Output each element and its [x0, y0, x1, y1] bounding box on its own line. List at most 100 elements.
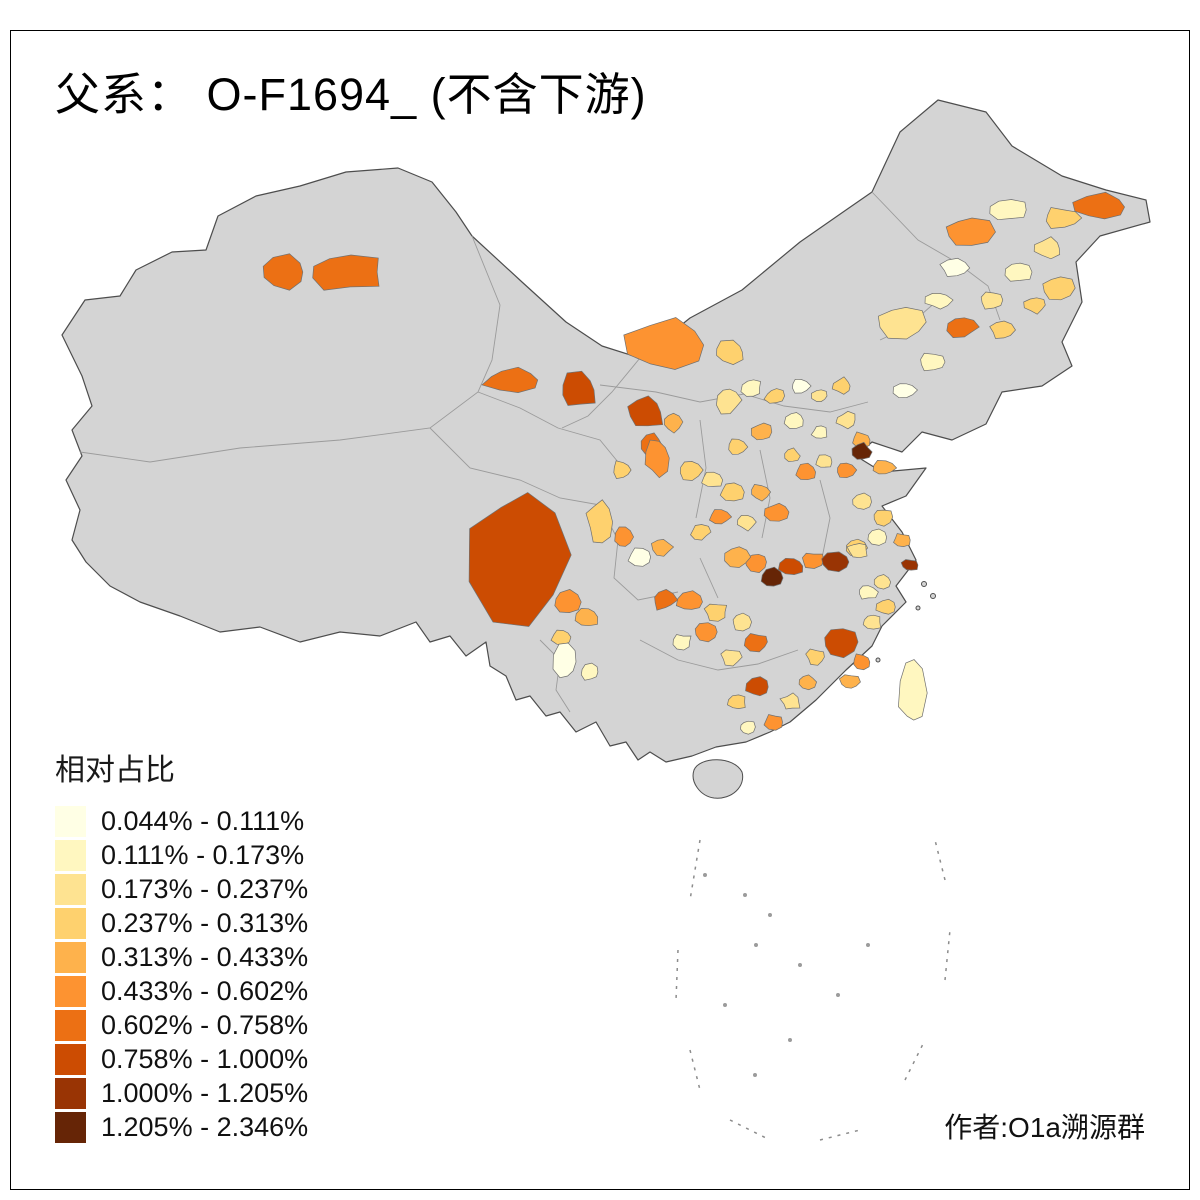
legend-swatch	[55, 1044, 86, 1075]
prefecture-region	[740, 720, 756, 735]
prefecture-regions	[262, 191, 1126, 735]
prefecture-region	[613, 460, 632, 479]
prefecture-region	[989, 320, 1016, 339]
south-china-sea-islands	[675, 839, 951, 1141]
prefecture-region	[720, 649, 743, 667]
prefecture-region	[745, 676, 769, 697]
legend-swatch	[55, 942, 86, 973]
prefecture-region	[873, 509, 894, 527]
prefecture-region	[703, 603, 728, 622]
legend-row: 0.758% - 1.000%	[55, 1043, 308, 1076]
prefecture-region	[945, 217, 996, 246]
prefecture-region	[898, 659, 928, 721]
prefecture-region	[783, 412, 804, 429]
prefecture-region	[716, 388, 743, 415]
prefecture-region	[779, 692, 801, 710]
prefecture-region	[873, 574, 892, 590]
legend-swatch	[55, 840, 86, 871]
coastal-islet	[875, 657, 881, 663]
map-title: 父系： O-F1694_ (不含下游)	[55, 69, 647, 120]
legend-swatch	[55, 1010, 86, 1041]
prefecture-region	[679, 461, 704, 481]
prefecture-region	[846, 543, 868, 559]
prefecture-region	[262, 253, 304, 291]
prefecture-region	[750, 422, 773, 441]
prefecture-region	[821, 551, 850, 573]
prefecture-region	[872, 460, 898, 475]
prefecture-region	[892, 383, 919, 399]
prefecture-region	[627, 395, 664, 427]
prefecture-region	[815, 454, 833, 468]
prefecture-region	[701, 471, 724, 487]
prefecture-region	[946, 317, 980, 338]
prefecture-region	[1042, 276, 1076, 301]
prefecture-region	[623, 317, 705, 370]
legend-row: 0.237% - 0.313%	[55, 907, 308, 940]
prefecture-region	[732, 612, 752, 632]
prefecture-region	[862, 614, 881, 630]
prefecture-region	[481, 366, 539, 393]
prefecture-region	[574, 608, 599, 627]
prefecture-region	[859, 585, 879, 600]
prefecture-region	[893, 533, 911, 547]
prefecture-region	[1023, 297, 1046, 315]
prefecture-region	[580, 662, 599, 681]
prefecture-region	[784, 447, 801, 462]
prefecture-region	[805, 648, 825, 666]
prefecture-region	[802, 552, 825, 569]
prefecture-region	[810, 425, 828, 439]
legend-label: 0.111% - 0.173%	[101, 840, 305, 870]
prefecture-region	[690, 524, 712, 541]
prefecture-region	[644, 439, 670, 479]
prefecture-region	[719, 482, 745, 502]
legend-label: 0.433% - 0.602%	[101, 976, 309, 1006]
prefecture-region	[708, 509, 733, 525]
legend-rows: 0.044% - 0.111% 0.111% - 0.173% 0.173% - 0…	[55, 805, 308, 1144]
prefecture-region	[853, 653, 871, 671]
legend-label: 0.602% - 0.758%	[101, 1010, 309, 1040]
legend-swatch	[55, 806, 86, 837]
prefecture-region	[716, 339, 744, 365]
prefecture-region	[552, 642, 577, 679]
prefecture-region	[900, 559, 919, 571]
prefecture-region	[740, 379, 761, 397]
legend-label: 0.173% - 0.237%	[101, 874, 309, 904]
legend-title: 相对占比	[55, 754, 175, 787]
prefecture-region	[728, 438, 749, 455]
prefecture-region	[989, 199, 1027, 221]
prefecture-region	[627, 547, 651, 567]
prefecture-region	[798, 674, 818, 691]
legend-label: 0.044% - 0.111%	[101, 806, 305, 836]
prefecture-region	[851, 441, 873, 460]
legend-row: 1.205% - 2.346%	[55, 1111, 308, 1144]
prefecture-region	[726, 694, 746, 709]
prefecture-region	[837, 462, 858, 479]
prefecture-region	[795, 462, 816, 481]
legend-row: 0.602% - 0.758%	[55, 1009, 308, 1042]
prefecture-region	[835, 410, 856, 430]
legend-label: 0.758% - 1.000%	[101, 1044, 309, 1074]
prefecture-region	[672, 634, 692, 651]
prefecture-region	[675, 590, 703, 610]
prefecture-region	[585, 499, 613, 544]
prefecture-region	[763, 502, 790, 522]
province-borders	[79, 191, 1001, 713]
prefecture-region	[763, 714, 783, 731]
legend-swatch	[55, 976, 86, 1007]
prefecture-region	[924, 293, 954, 310]
prefecture-region	[778, 557, 804, 575]
coastal-islet	[915, 605, 921, 611]
prefecture-region	[468, 492, 572, 627]
prefecture-region	[1004, 262, 1033, 282]
legend-row: 0.044% - 0.111%	[55, 805, 308, 838]
mainland-outline	[61, 99, 1151, 763]
legend-label: 0.313% - 0.433%	[101, 942, 309, 972]
prefecture-region	[980, 291, 1004, 310]
prefecture-region	[1045, 207, 1083, 229]
prefecture-region	[654, 589, 679, 611]
prefecture-region	[1072, 191, 1126, 220]
south-china-sea-islet-dots	[703, 873, 870, 1077]
prefecture-region	[867, 528, 887, 546]
